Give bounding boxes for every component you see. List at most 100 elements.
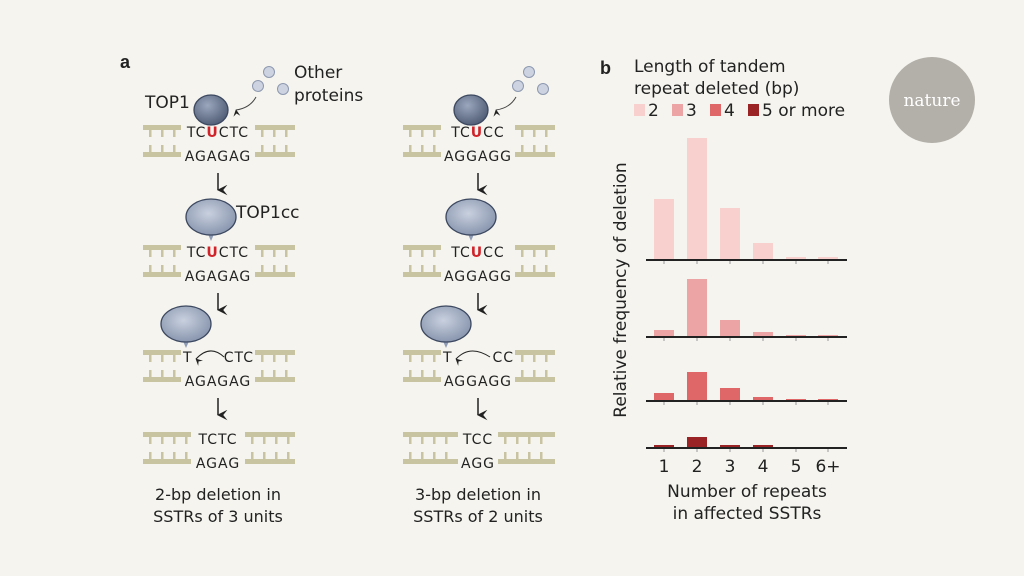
bottom-strand: AGAGAG xyxy=(185,374,252,390)
legend-swatch xyxy=(634,104,645,116)
bar-5 or more-4 xyxy=(753,445,773,448)
top-strand: TCTC xyxy=(197,432,237,448)
dna-left-0-0 xyxy=(143,125,181,157)
bar-4-2 xyxy=(687,372,707,401)
dna-right-1-3 xyxy=(498,432,555,464)
dna-right-0-2 xyxy=(255,350,295,382)
bar-2-2 xyxy=(687,138,707,260)
uracil: U xyxy=(206,245,218,261)
y-axis-label: Relative frequency of deletion xyxy=(611,162,631,417)
bottom-strand: AGAG xyxy=(196,456,240,472)
bar-2-1 xyxy=(654,199,674,260)
dna-right-0-0 xyxy=(255,125,295,157)
top1cc-protein xyxy=(420,305,472,348)
top1-protein xyxy=(453,94,489,126)
bar-5 or more-2 xyxy=(687,437,707,448)
bottom-strand: AGAGAG xyxy=(185,269,252,285)
top-strand: T xyxy=(442,350,453,366)
top1cc-protein xyxy=(185,198,237,241)
legend: 2 3 4 5 or more xyxy=(634,101,845,121)
dna-left-0-2 xyxy=(143,350,181,382)
dna-right-1-1 xyxy=(515,245,555,277)
dna-right-0-3 xyxy=(245,432,295,464)
uracil: U xyxy=(471,125,483,141)
legend-title-2: repeat deleted (bp) xyxy=(634,79,799,99)
x-tick-label: 6+ xyxy=(815,457,840,477)
bar-2-4 xyxy=(753,243,773,260)
dna-left-1-3 xyxy=(403,432,458,464)
x-tick-label: 1 xyxy=(659,457,670,477)
bar-4-3 xyxy=(720,388,740,401)
series-panel-2 xyxy=(646,372,847,405)
binding-arrow xyxy=(233,96,257,117)
dna-right-1-0 xyxy=(515,125,555,157)
legend-label: 3 xyxy=(686,101,697,121)
caption-right-1: 3-bp deletion in xyxy=(415,485,541,504)
nature-logo: nature xyxy=(889,57,975,143)
top-strand: T xyxy=(182,350,193,366)
top-strand: TCC xyxy=(462,432,493,448)
dna-left-0-3 xyxy=(143,432,191,464)
bottom-strand: AGG xyxy=(461,456,495,472)
series-panel-0 xyxy=(646,138,847,264)
caption-right-2: SSTRs of 2 units xyxy=(413,507,543,526)
other-protein-icon xyxy=(252,80,264,92)
top1cc-protein xyxy=(445,198,497,241)
bar-3-3 xyxy=(720,320,740,337)
deletion-arrow xyxy=(195,350,225,366)
panel-a-label: a xyxy=(120,52,131,72)
top1-protein xyxy=(193,94,229,126)
bottom-strand: AGGAGG xyxy=(444,269,512,285)
legend-swatch xyxy=(748,104,759,116)
x-tick-label: 2 xyxy=(692,457,703,477)
top-strand-right: CC xyxy=(492,350,514,366)
bar-chart: 1 2 3 4 5 6+ xyxy=(646,138,847,477)
bar-2-3 xyxy=(720,208,740,260)
other-protein-icon xyxy=(537,83,549,95)
other-protein-icon xyxy=(277,83,289,95)
top-strand: TCUCTC xyxy=(186,125,249,141)
legend-label: 4 xyxy=(724,101,735,121)
dna-left-0-1 xyxy=(143,245,181,277)
top-strand: TCUCTC xyxy=(186,245,249,261)
legend-swatch xyxy=(672,104,683,116)
deletion-arrow xyxy=(455,350,491,366)
bar-4-4 xyxy=(753,397,773,401)
bar-3-4 xyxy=(753,332,773,337)
bar-3-1 xyxy=(654,330,674,337)
bar-2-6+ xyxy=(818,257,838,260)
bottom-strand: AGGAGG xyxy=(444,149,512,165)
legend-label: 5 or more xyxy=(762,101,845,121)
series-panel-1 xyxy=(646,279,847,341)
dna-left-1-0 xyxy=(403,125,441,157)
legend-swatch xyxy=(710,104,721,116)
legend-title-1: Length of tandem xyxy=(634,57,786,77)
caption-left-2: SSTRs of 3 units xyxy=(153,507,283,526)
top1-label: TOP1 xyxy=(144,93,190,113)
dna-right-1-2 xyxy=(515,350,555,382)
x-tick-label: 3 xyxy=(725,457,736,477)
x-tick-label: 5 xyxy=(791,457,802,477)
other-protein-icon xyxy=(512,80,524,92)
dna-left-1-2 xyxy=(403,350,441,382)
dna-left-1-1 xyxy=(403,245,441,277)
top-strand-right: CTC xyxy=(224,350,254,366)
bar-4-1 xyxy=(654,393,674,401)
uracil: U xyxy=(471,245,483,261)
x-tick-label: 4 xyxy=(758,457,769,477)
series-panel-3 xyxy=(646,437,847,452)
bar-3-2 xyxy=(687,279,707,337)
top-strand: TCUCC xyxy=(450,125,504,141)
bar-5 or more-1 xyxy=(654,445,674,448)
dna-right-0-1 xyxy=(255,245,295,277)
top1cc-label: TOP1cc xyxy=(235,203,300,223)
top1cc-protein xyxy=(160,305,212,348)
binding-arrow xyxy=(493,96,517,117)
bar-2-5 xyxy=(786,257,806,260)
caption-left-1: 2-bp deletion in xyxy=(155,485,281,504)
x-axis-label-1: Number of repeats xyxy=(667,482,827,502)
bottom-strand: AGAGAG xyxy=(185,149,252,165)
x-axis-label-2: in affected SSTRs xyxy=(673,504,822,524)
